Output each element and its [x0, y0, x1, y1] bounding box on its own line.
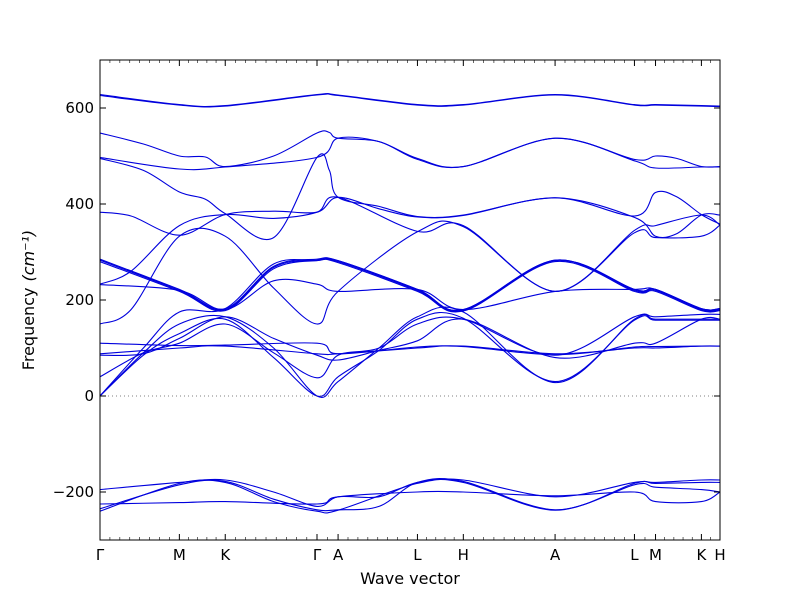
x-tick-label: M [649, 546, 662, 564]
x-axis-label: Wave vector [360, 569, 460, 588]
x-tick-label: L [630, 546, 639, 564]
x-tick-label: L [413, 546, 422, 564]
x-tick-label: M [173, 546, 186, 564]
minor-ticks [109, 60, 712, 540]
y-axis-label-text: Frequency [19, 288, 38, 371]
band-17 [100, 316, 720, 361]
band-23 [100, 478, 720, 514]
x-tick-label: K [696, 546, 707, 564]
y-tick-label: 400 [65, 195, 94, 213]
x-tick-label: Γ [96, 546, 105, 564]
x-tick-label: K [220, 546, 231, 564]
y-tick-label: 600 [65, 99, 94, 117]
band-3 [100, 130, 720, 168]
band-19 [100, 342, 720, 356]
x-tick-label: A [550, 546, 561, 564]
band-lines [100, 92, 720, 514]
band-5 [100, 153, 720, 241]
band-14 [100, 306, 720, 398]
band-7 [100, 196, 720, 292]
band-4 [100, 136, 720, 171]
band-16 [100, 313, 720, 379]
x-tick-label: H [714, 546, 725, 564]
band-2 [100, 93, 720, 108]
y-axis-ticks: −200 0 200 400 600 [53, 99, 720, 501]
band-13 [100, 257, 720, 397]
plot-area [100, 92, 720, 514]
band-8 [100, 220, 720, 325]
band-11 [100, 258, 720, 313]
band-22 [100, 478, 720, 512]
x-tick-label: A [333, 546, 344, 564]
x-tick-label: Γ [313, 546, 322, 564]
y-tick-label: 200 [65, 291, 94, 309]
y-axis-label: Frequency (cm⁻¹) [19, 230, 38, 370]
y-tick-label: 0 [84, 387, 94, 405]
y-tick-label: −200 [53, 483, 94, 501]
band-21 [100, 490, 720, 505]
x-tick-label: H [458, 546, 469, 564]
y-axis-label-unit: (cm⁻¹) [19, 230, 38, 282]
